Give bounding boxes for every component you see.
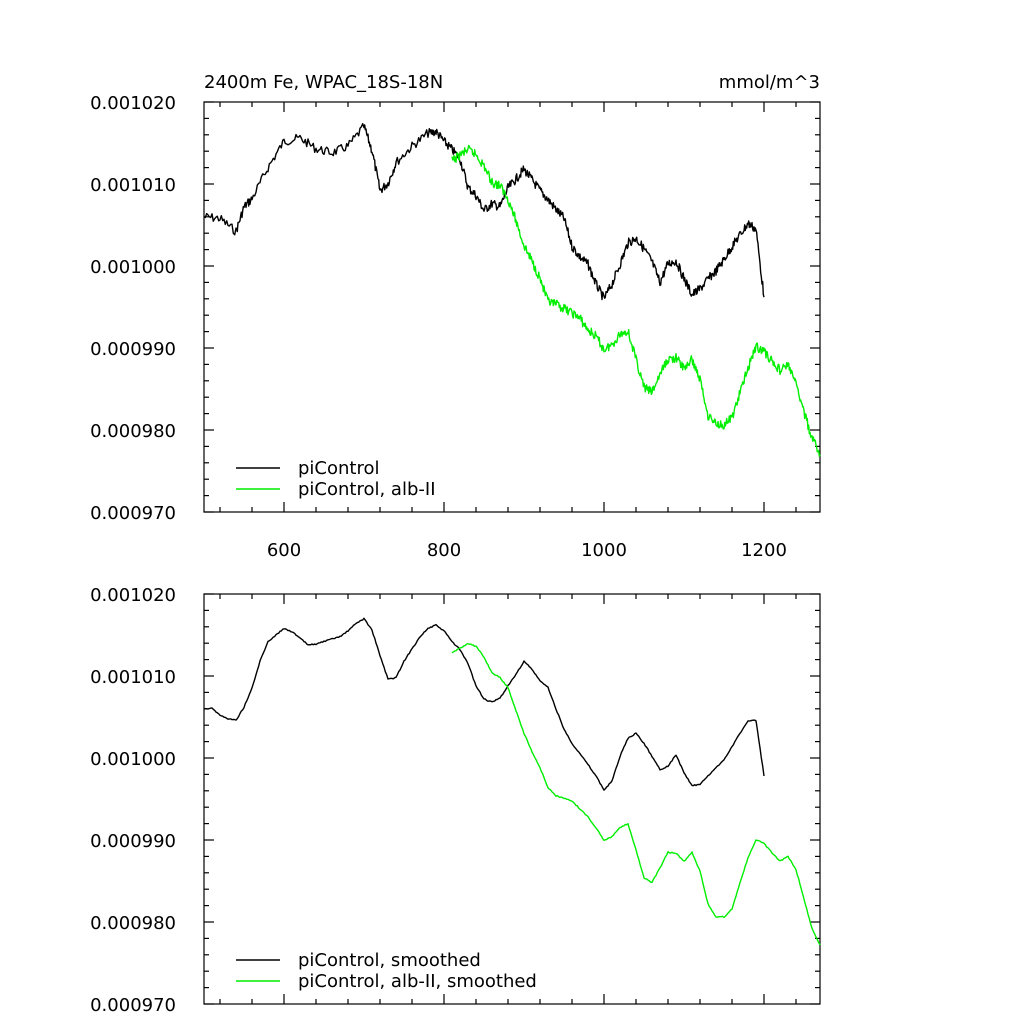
legend-label: piControl, alb-II: [298, 479, 436, 500]
y-tick-label: 0.000990: [90, 339, 176, 360]
units-label: mmol/m^3: [719, 72, 820, 93]
legend-label: piControl, alb-II, smoothed: [298, 971, 537, 992]
x-tick-label: 1000: [581, 540, 627, 561]
series-line-picontrol: [203, 123, 765, 301]
x-tick-label: 800: [427, 540, 461, 561]
series-line-picontrol: [203, 617, 765, 791]
y-tick-label: 0.001010: [90, 667, 176, 688]
legend: piControl piControl, alb-II: [236, 458, 436, 500]
bottom-panel: 0.000970 0.000980 0.000990 0.001000 0.00…: [90, 585, 821, 1016]
x-tick-labels: 600 800 1000 1200: [267, 540, 787, 561]
y-tick-label: 0.000980: [90, 421, 176, 442]
plot-frame: [203, 101, 821, 513]
y-tick-label: 0.001000: [90, 749, 176, 770]
y-tick-label: 0.000970: [90, 503, 176, 524]
y-tick-label: 0.000970: [90, 995, 176, 1016]
series-layer: [203, 123, 821, 457]
top-panel: 2400m Fe, WPAC_18S-18N mmol/m^3 600 800 …: [90, 72, 821, 561]
y-tick-label: 0.000980: [90, 913, 176, 934]
legend-label: piControl: [298, 458, 380, 479]
y-tick-labels: 0.000970 0.000980 0.000990 0.001000 0.00…: [90, 585, 176, 1016]
y-tick-label: 0.001000: [90, 257, 176, 278]
panel-title: 2400m Fe, WPAC_18S-18N: [204, 72, 443, 93]
y-tick-label: 0.001010: [90, 175, 176, 196]
plot-frame: [203, 593, 821, 1005]
y-tick-label: 0.001020: [90, 93, 176, 114]
y-tick-labels: 0.000970 0.000980 0.000990 0.001000 0.00…: [90, 93, 176, 524]
axes: [203, 101, 821, 513]
series-line-picontrol-alb-ii: [451, 643, 821, 946]
y-tick-label: 0.001020: [90, 585, 176, 606]
series-layer: [203, 617, 821, 946]
y-tick-label: 0.000990: [90, 831, 176, 852]
x-tick-label: 600: [267, 540, 301, 561]
axes: [203, 593, 821, 1005]
legend-label: piControl, smoothed: [298, 950, 481, 971]
series-line-picontrol-alb-ii: [451, 144, 821, 457]
x-tick-label: 1200: [741, 540, 787, 561]
legend: piControl, smoothed piControl, alb-II, s…: [236, 950, 537, 992]
